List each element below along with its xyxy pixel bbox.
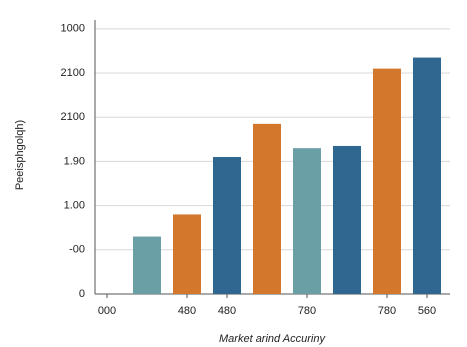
bar [213,157,241,294]
y-tick-label: 0 [79,288,85,300]
x-tick-label: 000 [98,305,116,317]
x-tick-label: 780 [378,305,396,317]
y-tick-label: 1.00 [64,200,85,212]
bar [253,123,281,295]
y-tick-label: 2100 [61,111,85,123]
bar [293,148,321,294]
bar [413,57,441,295]
y-tick-label: 1000 [61,23,85,35]
x-tick-label: 780 [298,305,316,317]
bar [373,68,401,294]
y-axis-label: Peeisphgolqh) [14,120,26,190]
bar [133,236,161,294]
x-tick-label: 480 [178,305,196,317]
y-tick-label: 2100 [61,67,85,79]
x-tick-label: 560 [418,305,436,317]
bar [333,145,361,294]
x-axis-label: Market arind Accuriny [219,333,326,345]
x-tick-label: 480 [218,305,236,317]
y-tick-label: -00 [69,244,85,256]
bar [173,214,201,294]
y-tick-label: 1.90 [64,155,85,167]
